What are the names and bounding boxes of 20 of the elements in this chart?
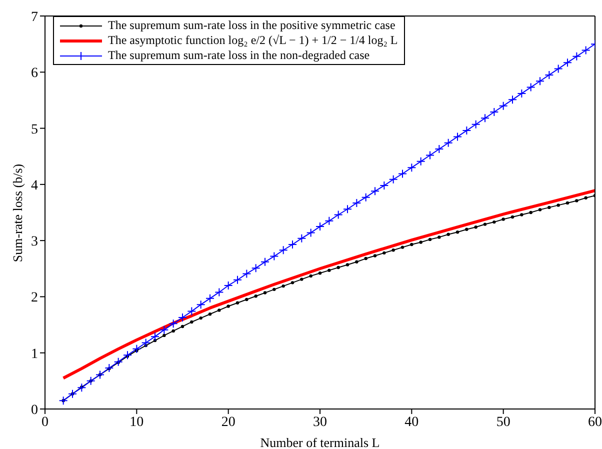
x-tick-label: 20 [221, 414, 236, 430]
x-tick-label: 50 [496, 414, 510, 430]
x-tick-label: 0 [42, 414, 48, 430]
y-tick-label: 5 [31, 122, 38, 138]
y-tick-label: 0 [31, 402, 38, 418]
legend-label: The asymptotic function log₂ e/2 (√L − 1) + 1/2 − 1/4 log₂ L [108, 33, 398, 48]
x-tick-label: 60 [588, 414, 602, 430]
y-tick-label: 3 [31, 234, 38, 250]
x-tick-label: 10 [130, 414, 144, 430]
y-tick-label: 7 [31, 10, 38, 25]
y-tick-label: 1 [31, 346, 38, 362]
y-tick-label: 4 [31, 178, 38, 194]
legend-label: The supremum sum-rate loss in the non-degraded case [108, 48, 370, 63]
x-tick-label: 30 [313, 414, 327, 430]
y-tick-label: 2 [31, 290, 38, 306]
y-tick-label: 6 [31, 66, 38, 82]
x-tick-label: 40 [404, 414, 419, 430]
legend-label: The supremum sum-rate loss in the positive symmetric case [108, 18, 396, 33]
x-axis-title: Number of terminals L [260, 435, 380, 449]
y-axis-title: Sum-rate loss (b/s) [10, 164, 26, 262]
